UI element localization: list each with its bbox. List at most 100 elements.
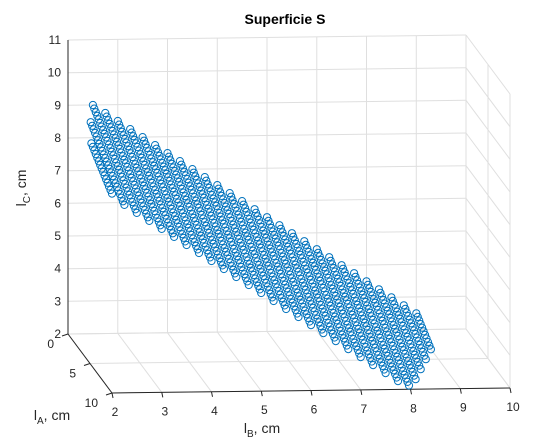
data-point [90, 104, 99, 113]
data-point [279, 277, 288, 286]
data-point [267, 269, 276, 278]
data-point [398, 342, 407, 351]
data-point [347, 331, 356, 340]
data-point [220, 199, 229, 208]
data-point [259, 226, 268, 235]
data-point [385, 310, 394, 319]
data-point [321, 266, 330, 275]
data-point [136, 150, 145, 159]
data-point [243, 256, 253, 265]
data-point [165, 176, 174, 186]
data-point [379, 295, 388, 305]
data-point [347, 286, 356, 295]
data-point [212, 246, 221, 256]
data-point [113, 182, 122, 191]
data-point [386, 313, 395, 323]
data-point [190, 193, 199, 202]
data-point [311, 265, 321, 275]
data-point [407, 364, 416, 373]
data-point [261, 254, 270, 263]
data-point [142, 143, 152, 152]
data-point [257, 243, 266, 252]
data-point [388, 296, 397, 305]
data-point [210, 219, 219, 228]
data-point [416, 320, 425, 329]
data-point [257, 268, 266, 277]
data-point [330, 288, 339, 297]
data-point [317, 301, 326, 310]
data-point [374, 330, 384, 339]
data-point [369, 315, 378, 325]
data-point [318, 259, 327, 268]
data-point [188, 165, 197, 174]
data-point [315, 297, 324, 306]
data-point [156, 200, 166, 209]
data-point [219, 219, 228, 228]
data-point [272, 259, 281, 268]
data-point [350, 293, 359, 302]
data-point [115, 144, 125, 154]
chart-title: Superficie S [245, 11, 326, 27]
data-point [337, 261, 346, 270]
data-point [368, 291, 377, 300]
data-point [148, 158, 157, 167]
z-tick-label: 3 [54, 294, 61, 308]
data-point [143, 188, 152, 198]
grid-lines [67, 34, 511, 394]
data-point [198, 235, 207, 244]
data-point [243, 277, 252, 286]
data-point [391, 369, 400, 378]
data-point [284, 287, 293, 296]
data-point [354, 279, 363, 289]
data-point [420, 351, 429, 360]
data-point [339, 334, 348, 343]
data-point [380, 299, 389, 308]
data-point [118, 152, 128, 161]
data-point [205, 183, 214, 192]
data-point [397, 363, 406, 372]
data-point [118, 127, 127, 136]
data-point [350, 269, 359, 278]
data-point [287, 274, 296, 283]
data-point [218, 261, 227, 270]
data-point [203, 246, 212, 255]
data-point [310, 262, 319, 271]
data-point [151, 210, 160, 219]
data-point [348, 310, 357, 319]
data-point [384, 331, 393, 340]
data-point [226, 213, 235, 222]
data-point [341, 271, 351, 281]
data-point [392, 328, 401, 337]
data-point [183, 220, 192, 229]
data-point [307, 300, 316, 309]
data-point [356, 307, 365, 317]
data-point [294, 267, 303, 276]
data-point [116, 124, 125, 133]
data-point [237, 217, 246, 226]
data-point [206, 232, 215, 241]
data-point [269, 251, 278, 260]
data-point [358, 311, 367, 320]
data-point [127, 173, 136, 182]
data-point [116, 169, 125, 178]
data-point [167, 180, 176, 189]
data-point [91, 108, 100, 117]
data-point [131, 160, 140, 169]
data-point [146, 175, 155, 184]
data-point [192, 220, 201, 230]
data-point [328, 284, 337, 293]
data-point [104, 161, 113, 170]
data-point [324, 319, 333, 328]
data-point [288, 253, 297, 262]
data-point [138, 133, 147, 142]
data-point [94, 157, 103, 166]
data-point [379, 341, 388, 350]
data-point [110, 154, 120, 164]
data-point [288, 298, 297, 307]
data-point [169, 163, 178, 172]
data-point [145, 196, 155, 205]
data-point [325, 322, 335, 331]
data-point [242, 253, 251, 262]
data-point [240, 225, 249, 234]
